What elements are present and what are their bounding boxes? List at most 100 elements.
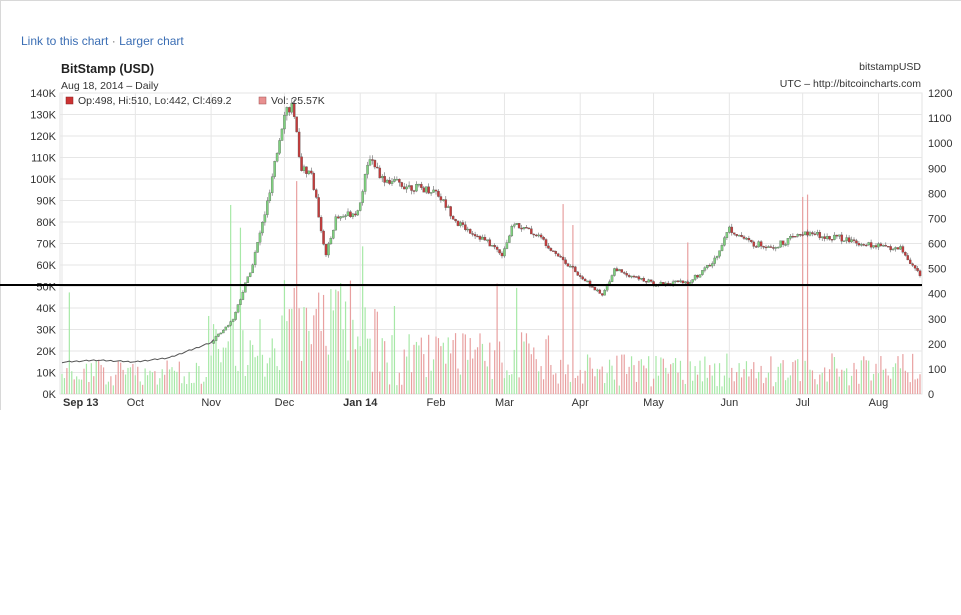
right-tick-label: 1200	[928, 88, 952, 100]
volume-bar	[215, 329, 217, 394]
volume-bar	[782, 360, 784, 394]
volume-bar	[78, 379, 80, 394]
volume-bar	[437, 338, 440, 394]
volume-bar	[665, 367, 667, 394]
volume-bar	[325, 345, 327, 394]
volume-bar	[750, 369, 752, 394]
chart-symbol: bitstampUSD	[859, 61, 921, 73]
candle-body	[911, 263, 914, 266]
volume-bar	[662, 358, 664, 394]
volume-bar	[393, 305, 396, 394]
candle-body	[244, 282, 247, 293]
candle-body	[679, 280, 682, 282]
candle-body	[520, 227, 523, 230]
volume-bar	[230, 204, 232, 394]
candle-body	[217, 333, 220, 337]
candle-body	[784, 244, 787, 246]
volume-bar	[452, 340, 454, 394]
volume-bar	[775, 382, 777, 394]
candle-body	[801, 234, 804, 236]
candle-body	[417, 183, 421, 186]
candle-body	[481, 236, 484, 240]
volume-bar	[139, 381, 141, 394]
candle-body	[806, 231, 809, 236]
candle-body	[378, 167, 382, 179]
x-tick-label: May	[643, 397, 664, 409]
volume-bar	[799, 381, 801, 394]
volume-bar	[525, 333, 528, 394]
volume-bar	[286, 321, 288, 394]
candle-body	[439, 196, 443, 201]
candle-body	[407, 185, 411, 188]
volume-bar	[462, 333, 464, 394]
candle-body	[882, 245, 885, 247]
volume-bar	[472, 358, 474, 394]
left-tick-label: 0K	[43, 389, 57, 401]
chart-links: Link to this chart · Larger chart	[21, 34, 184, 48]
volume-bar	[846, 368, 848, 394]
volume-bar	[547, 335, 550, 394]
volume-bar	[765, 377, 767, 394]
volume-bar	[256, 355, 259, 394]
candle-body	[275, 153, 279, 162]
volume-bar	[772, 386, 774, 394]
volume-bar	[401, 384, 403, 394]
volume-bar	[848, 385, 850, 394]
volume-bar	[322, 294, 325, 394]
candle-body	[383, 176, 386, 183]
candle-body	[415, 184, 418, 192]
candle-body	[647, 279, 650, 283]
volume-bar	[217, 348, 220, 394]
volume-bar	[755, 378, 757, 394]
candle-body	[588, 280, 592, 287]
candle-body	[864, 244, 868, 247]
candle-body	[432, 189, 435, 193]
candle-body	[503, 248, 506, 257]
candle-body	[896, 247, 900, 250]
candle-body	[525, 227, 528, 229]
volume-bar	[674, 358, 677, 394]
candle-body	[860, 244, 863, 246]
candle-body	[559, 256, 562, 258]
volume-bar	[875, 363, 877, 394]
candle-body	[224, 326, 228, 331]
volume-bar	[545, 339, 547, 394]
volume-bar	[582, 383, 584, 394]
candle-body	[774, 247, 778, 249]
link-to-chart[interactable]: Link to this chart	[21, 34, 109, 48]
volume-bar	[406, 356, 408, 394]
candle-body	[742, 236, 746, 239]
candle-body	[615, 268, 619, 272]
candle-body	[468, 228, 472, 234]
candle-body	[561, 256, 565, 260]
volume-bar	[127, 367, 129, 394]
candle-body	[212, 340, 215, 344]
volume-bar	[880, 356, 882, 394]
top-border	[0, 0, 961, 1]
volume-bar	[318, 292, 320, 394]
candle-body	[850, 239, 853, 243]
volume-bar	[863, 356, 865, 394]
volume-bar	[73, 379, 75, 394]
volume-bar	[518, 377, 520, 394]
volume-bar	[836, 368, 838, 394]
volume-bar	[535, 359, 537, 394]
volume-bar	[650, 386, 652, 394]
volume-bar	[210, 355, 212, 394]
candle-body	[478, 236, 482, 240]
volume-bar	[93, 376, 95, 394]
candle-body	[720, 245, 724, 251]
volume-bar	[481, 343, 484, 394]
candle-body	[368, 159, 372, 166]
candle-body	[376, 166, 379, 169]
volume-bar	[716, 386, 718, 394]
candle-body	[314, 189, 318, 198]
larger-chart-link[interactable]: Larger chart	[119, 34, 184, 48]
volume-bar	[476, 347, 479, 394]
volume-bar	[173, 370, 176, 394]
candle-body	[884, 245, 888, 247]
volume-bar	[408, 334, 410, 394]
candle-body	[786, 238, 790, 245]
candle-body	[530, 228, 533, 235]
candle-body	[862, 244, 866, 246]
